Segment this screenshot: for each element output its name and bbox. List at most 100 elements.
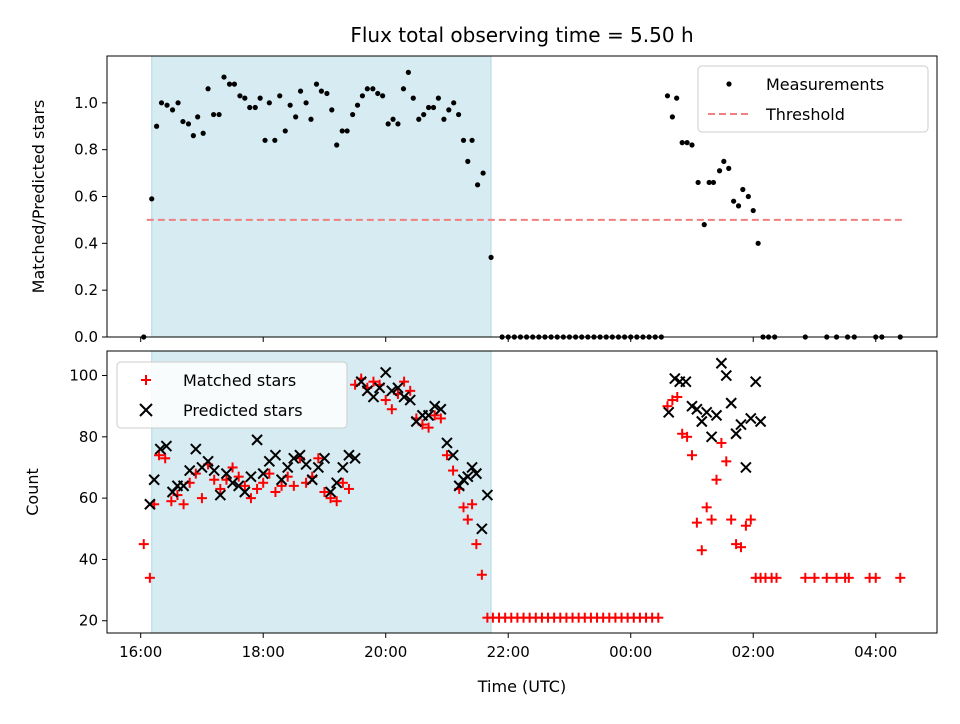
predicted-stars-point — [696, 415, 708, 428]
measurements-point — [282, 128, 288, 134]
x-tick-label: 00:00 — [609, 643, 652, 661]
predicted-stars-point — [680, 375, 692, 388]
bottom-axes-frame — [106, 350, 938, 634]
legend-threshold-label: Threshold — [765, 105, 845, 124]
matched-stars-point — [154, 450, 165, 461]
matched-stars-point — [258, 477, 269, 488]
predicted-stars-point — [749, 375, 762, 388]
top-y-tick-label: 0.2 — [74, 281, 98, 299]
measurements-point — [359, 93, 366, 99]
measurements-point — [745, 193, 751, 200]
predicted-stars-point — [422, 409, 435, 422]
predicted-stars-point — [330, 477, 343, 489]
matched-stars-point — [476, 569, 487, 580]
predicted-stars-point — [720, 369, 732, 382]
matched-stars-point — [160, 453, 171, 464]
predicted-stars-point — [160, 440, 173, 452]
legend-matched-stars-label: Matched stars — [183, 371, 296, 390]
bottom-y-tick-label: 60 — [79, 489, 98, 507]
bottom-legend: Matched stars Predicted stars — [116, 361, 348, 429]
measurements-point — [405, 69, 411, 75]
predicted-stars-point — [312, 461, 325, 474]
measurements-point — [200, 130, 206, 136]
top-y-tick-label: 0.8 — [74, 141, 98, 159]
predicted-stars-point — [275, 474, 288, 486]
measurements-point — [303, 100, 309, 106]
predicted-stars-point — [754, 415, 767, 428]
predicted-stars-point — [226, 477, 239, 489]
predicted-stars-point — [662, 406, 675, 419]
top-y-tick-label: 1.0 — [74, 94, 98, 112]
predicted-stars-point — [373, 382, 386, 394]
matched-stars-point — [831, 572, 842, 583]
predicted-stars-point — [745, 412, 757, 425]
matched-stars-point — [386, 404, 397, 415]
measurements-point — [706, 179, 712, 186]
predicted-stars-point — [398, 391, 410, 403]
measurements-point — [380, 93, 386, 99]
predicted-stars-point — [429, 400, 441, 412]
x-tick-label: 18:00 — [242, 643, 285, 661]
measurements-point — [421, 111, 427, 118]
measurements-point — [237, 93, 243, 99]
predicted-stars-point — [441, 437, 453, 449]
measurements-point — [390, 116, 396, 122]
measurements-point — [695, 179, 701, 186]
legend-measurements-label: Measurements — [766, 75, 884, 94]
predicted-stars-point — [700, 406, 713, 419]
measurements-point — [400, 86, 407, 92]
matched-stars-point — [252, 483, 263, 494]
measurements-point — [750, 207, 756, 214]
predicted-stars-point — [245, 470, 257, 483]
measurements-point — [287, 102, 293, 108]
predicted-stars-point — [337, 461, 349, 474]
measurements-point — [735, 203, 742, 209]
predicted-stars-point — [177, 480, 190, 492]
predicted-stars-point — [306, 474, 318, 486]
measurements-point — [334, 142, 340, 148]
predicted-stars-point — [257, 467, 269, 480]
measurements-point — [416, 116, 422, 122]
bottom-y-axis-label: Count — [23, 468, 42, 516]
matched-stars-point — [233, 471, 244, 482]
matched-stars-point — [716, 437, 727, 448]
measurements-point — [266, 100, 272, 106]
matched-stars-point — [435, 413, 446, 424]
measurements-point — [425, 104, 432, 111]
top-shaded-region — [151, 55, 492, 338]
predicted-stars-point — [214, 489, 227, 501]
predicted-stars-point — [343, 449, 355, 461]
predicted-stars-point — [470, 467, 483, 480]
matched-stars-point — [740, 520, 751, 531]
measurements-point — [435, 95, 441, 101]
predicted-stars-point — [380, 366, 392, 379]
x-tick-label: 20:00 — [364, 643, 407, 661]
measurements-point — [195, 114, 201, 120]
predicted-stars-point — [386, 385, 398, 397]
matched-stars-point — [467, 499, 478, 510]
predicted-stars-point — [481, 489, 494, 501]
bottom-plot-marks — [138, 357, 906, 623]
matched-stars-point — [745, 514, 756, 525]
matched-stars-point — [276, 480, 287, 491]
matched-stars-point — [721, 456, 732, 467]
measurements-point — [272, 137, 278, 143]
predicted-stars-point — [281, 461, 294, 474]
measurements-point — [344, 128, 350, 134]
measurements-point — [716, 168, 723, 174]
predicted-stars-point — [730, 428, 742, 440]
measurements-point — [205, 86, 211, 92]
measurements-point — [701, 222, 707, 228]
measurements-point — [480, 170, 486, 176]
measurements-point — [740, 186, 746, 193]
matched-stars-point — [706, 514, 717, 525]
measurements-point — [395, 121, 401, 127]
predicted-stars-point — [190, 443, 202, 455]
legend-measurements-marker — [726, 81, 732, 87]
measurements-point — [216, 111, 222, 118]
matched-stars-point — [821, 572, 832, 583]
matched-stars-point — [672, 391, 683, 402]
matched-stars-point — [319, 487, 330, 497]
measurements-point — [370, 86, 376, 92]
